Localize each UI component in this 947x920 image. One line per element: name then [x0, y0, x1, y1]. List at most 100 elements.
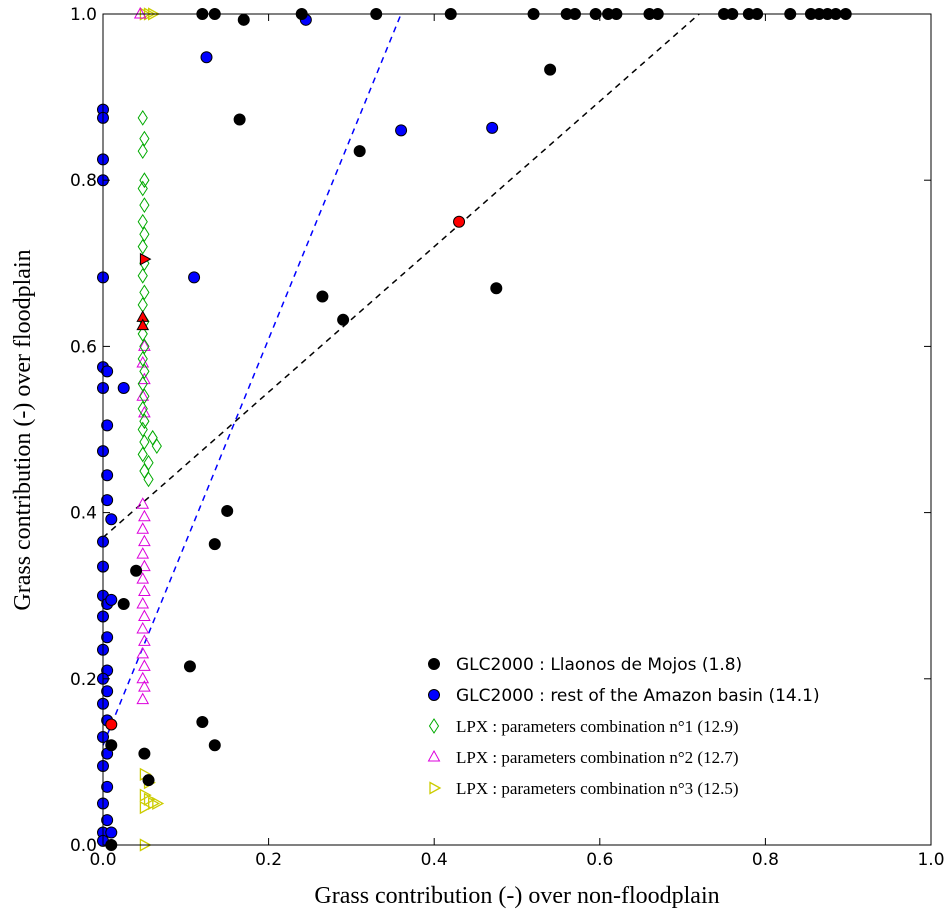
- highlight-point: [105, 718, 118, 731]
- legend-marker: [427, 749, 441, 762]
- data-point: [147, 429, 158, 446]
- data-point: [138, 680, 151, 692]
- data-point: [137, 109, 148, 126]
- data-point: [137, 421, 148, 438]
- legend-marker: [428, 658, 440, 670]
- data-point: [137, 238, 148, 255]
- data-point: [101, 631, 114, 644]
- data-point: [139, 788, 152, 802]
- data-point: [353, 145, 366, 158]
- data-point: [136, 572, 150, 584]
- legend-marker: [428, 718, 440, 734]
- axis-ticks: 0.0 0.2 0.4 0.6 0.8 1.0 0.0 0.2 0.4 0.6 0.8 1.0: [70, 5, 945, 870]
- data-point: [101, 419, 114, 432]
- data-point: [151, 438, 162, 455]
- data-point: [101, 780, 114, 793]
- data-point: [136, 547, 150, 559]
- data-point: [139, 463, 150, 479]
- data-point: [137, 350, 148, 367]
- data-point: [208, 538, 221, 551]
- data-point: [101, 814, 114, 827]
- data-point: [117, 598, 130, 611]
- data-point: [137, 267, 148, 284]
- data-point: [138, 659, 151, 671]
- data-point: [233, 113, 246, 126]
- data-point: [136, 671, 150, 684]
- data-point: [152, 796, 165, 811]
- y-axis-title: Grass contribution (-) over floodplain: [10, 249, 36, 610]
- y-tick-label: 0.4: [70, 504, 97, 524]
- data-point: [137, 296, 148, 313]
- data-point: [221, 504, 234, 517]
- data-point: [544, 63, 557, 76]
- y-tick-label: 1.0: [70, 5, 97, 25]
- data-point: [188, 271, 201, 284]
- data-point: [139, 172, 150, 189]
- data-point: [137, 375, 148, 392]
- data-point: [137, 326, 148, 342]
- data-point: [101, 365, 114, 378]
- legend-label: GLC2000 : Llaonos de Mojos (1.8): [456, 655, 742, 675]
- data-point: [148, 796, 161, 811]
- data-point: [395, 124, 408, 137]
- x-tick-label: 0.0: [89, 850, 116, 870]
- highlight-point: [453, 215, 466, 228]
- x-tick-label: 0.4: [421, 850, 448, 870]
- data-point: [137, 400, 148, 417]
- y-tick-label: 0.2: [70, 670, 97, 690]
- regression-line: [102, 13, 700, 539]
- data-point: [138, 339, 151, 351]
- data-point: [138, 559, 151, 572]
- data-point: [105, 593, 118, 606]
- y-tick-label: 0.0: [70, 836, 97, 856]
- data-point: [139, 338, 150, 355]
- data-point: [101, 494, 114, 507]
- data-point: [136, 621, 150, 634]
- x-tick-label: 0.8: [752, 850, 779, 870]
- data-point: [138, 634, 151, 646]
- data-point: [138, 609, 151, 621]
- data-point: [136, 692, 150, 705]
- data-point: [138, 534, 151, 547]
- data-point: [196, 716, 209, 729]
- data-point: [137, 180, 148, 197]
- data-point: [137, 143, 148, 160]
- data-point: [105, 739, 118, 752]
- data-point: [139, 434, 150, 450]
- data-point: [138, 747, 151, 760]
- data-point: [139, 363, 150, 380]
- legend: GLC2000 : Llaonos de Mojos (1.8) GLC2000 …: [427, 655, 820, 798]
- data-point: [237, 13, 250, 26]
- data-point: [139, 197, 150, 214]
- data-point: [138, 584, 151, 597]
- data-point: [139, 226, 150, 243]
- x-axis-title: Grass contribution (-) over non-floodpla…: [314, 883, 719, 909]
- x-tick-label: 0.6: [586, 850, 613, 870]
- data-point: [490, 282, 503, 295]
- data-point: [117, 381, 130, 394]
- y-tick-label: 0.8: [70, 171, 97, 191]
- data-point: [105, 513, 118, 526]
- data-point: [101, 469, 114, 482]
- data-point: [138, 509, 151, 522]
- data-point: [136, 522, 150, 534]
- data-point: [136, 497, 150, 509]
- y-tick-label: 0.6: [70, 337, 97, 357]
- legend-marker: [429, 781, 442, 795]
- highlight-point: [139, 252, 152, 266]
- x-tick-label: 0.2: [255, 850, 282, 870]
- legend-label: LPX : parameters combination n°2 (12.7): [456, 748, 739, 767]
- data-point: [130, 564, 143, 577]
- data-point: [183, 660, 196, 673]
- data-point: [136, 596, 150, 609]
- legend-label: GLC2000 : rest of the Amazon basin (14.1…: [456, 686, 820, 706]
- data-point: [208, 739, 221, 752]
- data-point: [139, 388, 150, 405]
- legend-label: LPX : parameters combination n°1 (12.9): [456, 717, 739, 736]
- data-point: [136, 646, 150, 659]
- data-point: [137, 213, 148, 230]
- data-point: [139, 284, 150, 301]
- data-point: [139, 130, 150, 147]
- data-point: [101, 685, 114, 698]
